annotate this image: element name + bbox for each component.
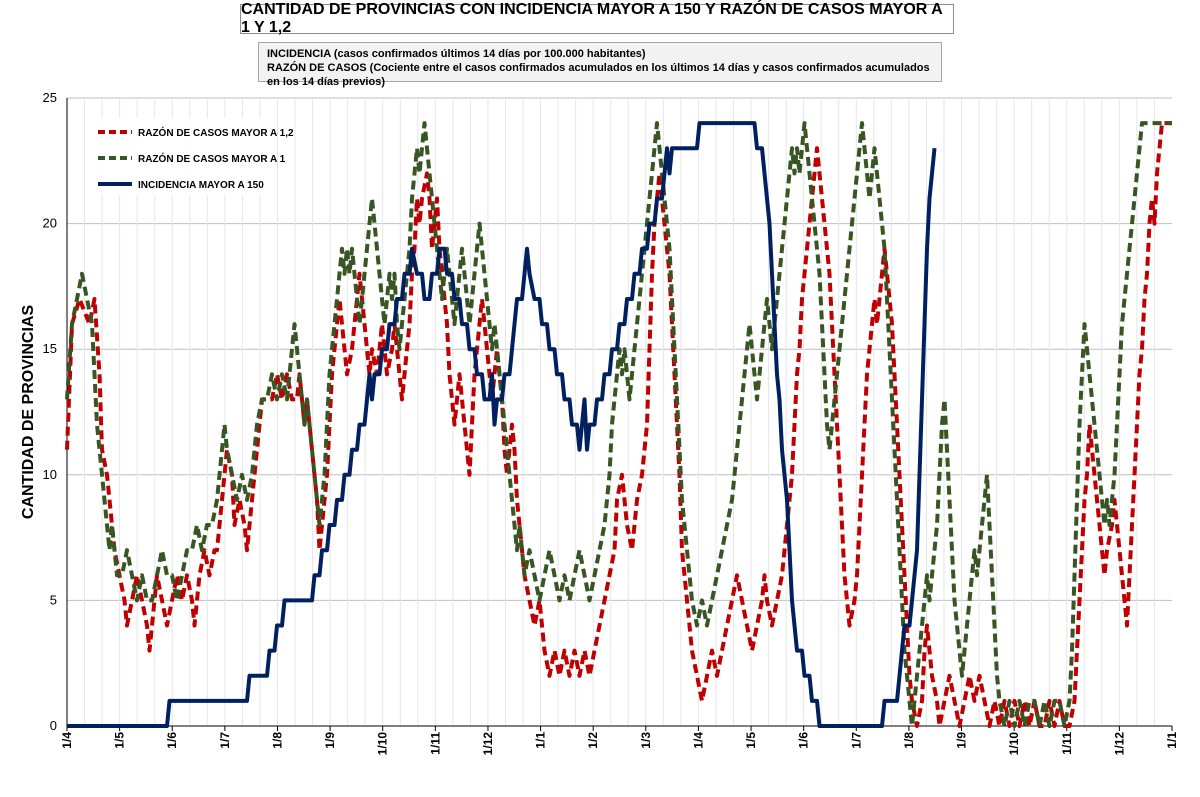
x-tick-label: 1/11 xyxy=(1060,732,1074,755)
y-tick-label: 0 xyxy=(50,718,57,733)
x-tick-label: 1/9 xyxy=(955,732,969,749)
series-line-1 xyxy=(65,121,1172,728)
y-tick-label: 10 xyxy=(43,467,57,482)
legend-label-1: RAZÓN DE CASOS MAYOR A 1 xyxy=(138,152,286,165)
x-tick-label: 1/6 xyxy=(165,732,179,749)
subtitle-line-razon: RAZÓN DE CASOS (Cociente entre el casos … xyxy=(267,62,930,88)
x-tick-label: 1/7 xyxy=(218,732,232,749)
x-tick-label: 1/8 xyxy=(270,732,284,749)
x-tick-label: 1/4 xyxy=(60,732,74,749)
legend-label-0: RAZÓN DE CASOS MAYOR A 1,2 xyxy=(138,126,294,139)
chart-subtitle: INCIDENCIA (casos confirmados últimos 14… xyxy=(258,42,942,88)
x-tick-label: 1/3 xyxy=(639,732,653,749)
x-tick-label: 1/10 xyxy=(1007,732,1021,756)
x-tick-label: 1/1 xyxy=(1165,732,1179,749)
series-line-2 xyxy=(67,121,937,728)
x-tick-label: 1/12 xyxy=(1112,732,1126,756)
x-tick-label: 1/7 xyxy=(849,732,863,749)
y-tick-label: 5 xyxy=(50,592,57,607)
x-tick-label: 1/4 xyxy=(691,732,705,749)
x-tick-label: 1/5 xyxy=(113,732,127,749)
x-tick-label: 1/8 xyxy=(902,732,916,749)
y-axis-label: CANTIDAD DE PROVINCIAS xyxy=(20,305,37,520)
x-tick-label: 1/6 xyxy=(797,732,811,749)
chart-title: CANTIDAD DE PROVINCIAS CON INCIDENCIA MA… xyxy=(240,1,954,36)
y-tick-label: 15 xyxy=(43,341,57,356)
x-tick-label: 1/2 xyxy=(586,732,600,749)
x-tick-label: 1/9 xyxy=(323,732,337,749)
plot-area xyxy=(67,98,1172,726)
x-tick-label: 1/11 xyxy=(428,732,442,755)
legend-label-2: INCIDENCIA MAYOR A 150 xyxy=(138,180,264,191)
x-tick-label: 1/1 xyxy=(534,732,548,749)
x-tick-label: 1/10 xyxy=(376,732,390,756)
y-tick-label: 25 xyxy=(43,90,57,105)
x-tick-label: 1/12 xyxy=(481,732,495,756)
subtitle-line-incidencia: INCIDENCIA (casos confirmados últimos 14… xyxy=(267,48,646,60)
y-tick-label: 20 xyxy=(43,216,57,231)
x-tick-label: 1/5 xyxy=(744,732,758,749)
